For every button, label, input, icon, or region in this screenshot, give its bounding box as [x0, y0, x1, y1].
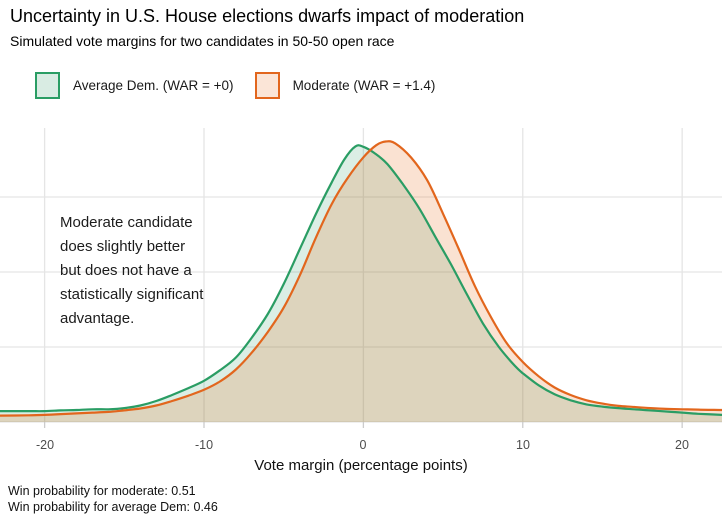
- chart-caption: Win probability for moderate: 0.51 Win p…: [8, 483, 218, 515]
- density-plot-panel: [0, 128, 722, 428]
- legend-item-moderate: Moderate (WAR = +1.4): [254, 72, 436, 99]
- x-axis-title: Vote margin (percentage points): [254, 457, 468, 474]
- legend-swatch-average-dem: [35, 72, 60, 99]
- chart-title: Uncertainty in U.S. House elections dwar…: [10, 6, 525, 26]
- x-tick-label: 10: [516, 438, 530, 452]
- chart-legend: Average Dem. (WAR = +0) Moderate (WAR = …: [35, 72, 435, 99]
- legend-item-average-dem: Average Dem. (WAR = +0): [35, 72, 234, 99]
- legend-swatch-moderate: [254, 72, 280, 99]
- density-area-moderate-war-1-4: [0, 141, 722, 422]
- legend-label-average-dem: Average Dem. (WAR = +0): [73, 78, 234, 93]
- chart-subtitle: Simulated vote margins for two candidate…: [10, 33, 395, 49]
- x-tick-label: 20: [675, 438, 689, 452]
- caption-win-prob-average-dem: Win probability for average Dem: 0.46: [8, 500, 218, 514]
- caption-win-prob-moderate: Win probability for moderate: 0.51: [8, 484, 196, 498]
- annotation-text: Moderate candidate does slightly better …: [60, 214, 204, 327]
- x-tick-label: -20: [35, 438, 55, 452]
- legend-label-moderate: Moderate (WAR = +1.4): [292, 78, 436, 93]
- density-line-average-dem-war-0: [0, 144, 722, 416]
- density-line-moderate-war-1-4: [0, 140, 722, 417]
- density-area-average-dem-war-0: [0, 145, 722, 422]
- x-tick-label: 0: [359, 438, 367, 452]
- x-tick-label: -10: [194, 438, 214, 452]
